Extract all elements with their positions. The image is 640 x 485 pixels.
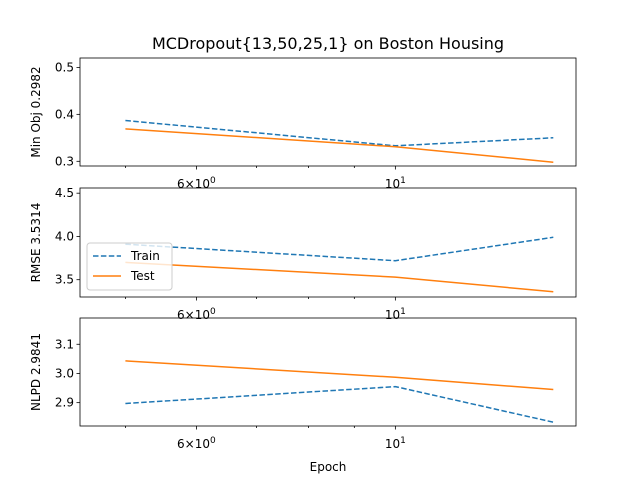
y-tick-label: 4.0 — [55, 229, 74, 243]
axes-frame-3 — [79, 317, 577, 427]
legend-frame — [86, 242, 173, 291]
axes-frame-1 — [79, 57, 577, 167]
x-tick-label: 6×100 — [177, 307, 216, 322]
series-line-test-subplot-3 — [125, 360, 554, 391]
y-axis-label-1: Min Obj 0.2982 — [29, 66, 43, 157]
axes-frame-2 — [79, 187, 577, 298]
y-tick-label: 0.4 — [55, 107, 74, 121]
y-tick-label: 2.9 — [55, 396, 74, 410]
series-line-train-subplot-2 — [125, 236, 554, 262]
y-tick-label: 0.5 — [55, 60, 74, 74]
x-tick-label: 101 — [385, 436, 406, 451]
subplot-3: 2.9 3.0 3.1 6×100 101 NLPD 2.9841 — [29, 317, 577, 451]
y-tick-label: 4.5 — [55, 186, 74, 200]
series-line-train-subplot-1 — [125, 119, 554, 147]
legend-label-train: Train — [130, 249, 160, 263]
series-line-train-subplot-3 — [125, 385, 554, 423]
x-tick-label: 6×100 — [177, 436, 216, 451]
y-axis-label-3: NLPD 2.9841 — [29, 333, 43, 411]
subplot-1: 0.3 0.4 0.5 6×100 101 Min Obj 0.2982 — [29, 57, 577, 191]
y-tick-label: 3.0 — [55, 366, 74, 380]
x-tick-label: 101 — [385, 307, 406, 322]
y-axis-label-2: RMSE 3.5314 — [29, 203, 43, 283]
x-tick-label: 101 — [385, 176, 406, 191]
y-tick-label: 3.5 — [55, 273, 74, 287]
series-line-test-subplot-1 — [125, 128, 554, 163]
chart-title: MCDropout{13,50,25,1} on Boston Housing — [152, 34, 504, 53]
x-tick-label: 6×100 — [177, 176, 216, 191]
legend-label-test: Test — [130, 269, 155, 283]
subplots: 0.3 0.4 0.5 6×100 101 Min Obj 0.2982 3.5 4.0 4.5… — [29, 57, 577, 451]
y-tick-label: 0.3 — [55, 154, 74, 168]
legend: Train Test — [86, 242, 173, 291]
series-line-test-subplot-2 — [125, 261, 554, 293]
y-tick-label: 3.1 — [55, 337, 74, 351]
x-axis-label: Epoch — [310, 460, 347, 474]
